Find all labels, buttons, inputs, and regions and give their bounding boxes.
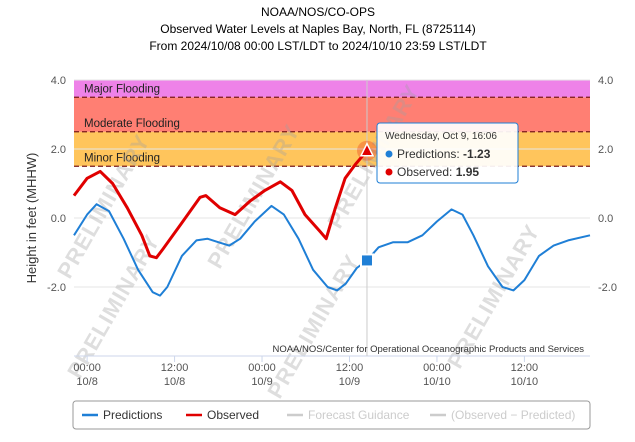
tooltip-line: Observed: 1.95	[397, 165, 479, 179]
legend-label[interactable]: (Observed − Predicted)	[451, 408, 575, 422]
x-tick-date: 10/9	[339, 376, 360, 388]
x-tick-date: 10/8	[164, 376, 185, 388]
x-tick-label: 00:00	[73, 362, 101, 374]
x-tick-label: 12:00	[161, 362, 189, 374]
chart-range: From 2024/10/08 00:00 LST/LDT to 2024/10…	[149, 39, 487, 53]
tooltip-line: Predictions: -1.23	[397, 147, 491, 161]
y2-tick-label: 0.0	[598, 213, 613, 225]
x-tick-label: 12:00	[336, 362, 364, 374]
tooltip-value: -1.23	[463, 147, 491, 161]
legend-box	[72, 400, 591, 430]
y-tick-label: 0.0	[51, 213, 66, 225]
chart-subtitle: Observed Water Levels at Naples Bay, Nor…	[160, 22, 475, 36]
y2-tick-label: 2.0	[598, 144, 613, 156]
x-tick-date: 10/10	[423, 376, 451, 388]
tooltip-label: Observed:	[397, 165, 452, 179]
y2-tick-label: 4.0	[598, 75, 613, 87]
legend-label[interactable]: Observed	[207, 408, 259, 422]
tooltip-value: 1.95	[456, 165, 480, 179]
tooltip: Wednesday, Oct 9, 16:06 Predictions: -1.…	[376, 122, 519, 184]
tooltip-header: Wednesday, Oct 9, 16:06	[385, 131, 497, 142]
series-line	[72, 149, 369, 260]
flood-band	[74, 80, 590, 98]
x-tick-date: 10/10	[511, 376, 539, 388]
legend: Predictions Observed Forecast Guidance (Obs…	[82, 408, 575, 422]
band-label: Major Flooding	[84, 83, 160, 95]
tooltip-box	[376, 122, 519, 184]
x-tick-label: 00:00	[248, 362, 276, 374]
y-tick-label: -2.0	[47, 282, 66, 294]
band-label: Moderate Flooding	[84, 118, 180, 130]
tooltip-dot	[385, 168, 393, 176]
y-axis-label: Height in feet (MHHW)	[24, 153, 39, 284]
legend-label[interactable]: Predictions	[103, 408, 162, 422]
legend-label[interactable]: Forecast Guidance	[308, 408, 410, 422]
y-tick-label: 2.0	[51, 144, 66, 156]
y2-tick-label: -2.0	[598, 282, 617, 294]
x-tick-label: 12:00	[511, 362, 539, 374]
credit: NOAA/NOS/Center for Operational Oceanogr…	[272, 344, 584, 355]
x-tick-label: 00:00	[423, 362, 451, 374]
tooltip-dot	[385, 150, 393, 158]
hover-marker	[359, 253, 374, 268]
y-tick-label: 4.0	[51, 75, 66, 87]
x-tick-date: 10/9	[251, 376, 272, 388]
x-tick-date: 10/8	[76, 376, 97, 388]
series-line	[73, 203, 591, 297]
chart-title: NOAA/NOS/CO-OPS	[261, 5, 375, 19]
hover-marker	[359, 142, 375, 157]
tooltip-label: Predictions:	[397, 147, 460, 161]
band-label: Minor Flooding	[84, 152, 160, 164]
